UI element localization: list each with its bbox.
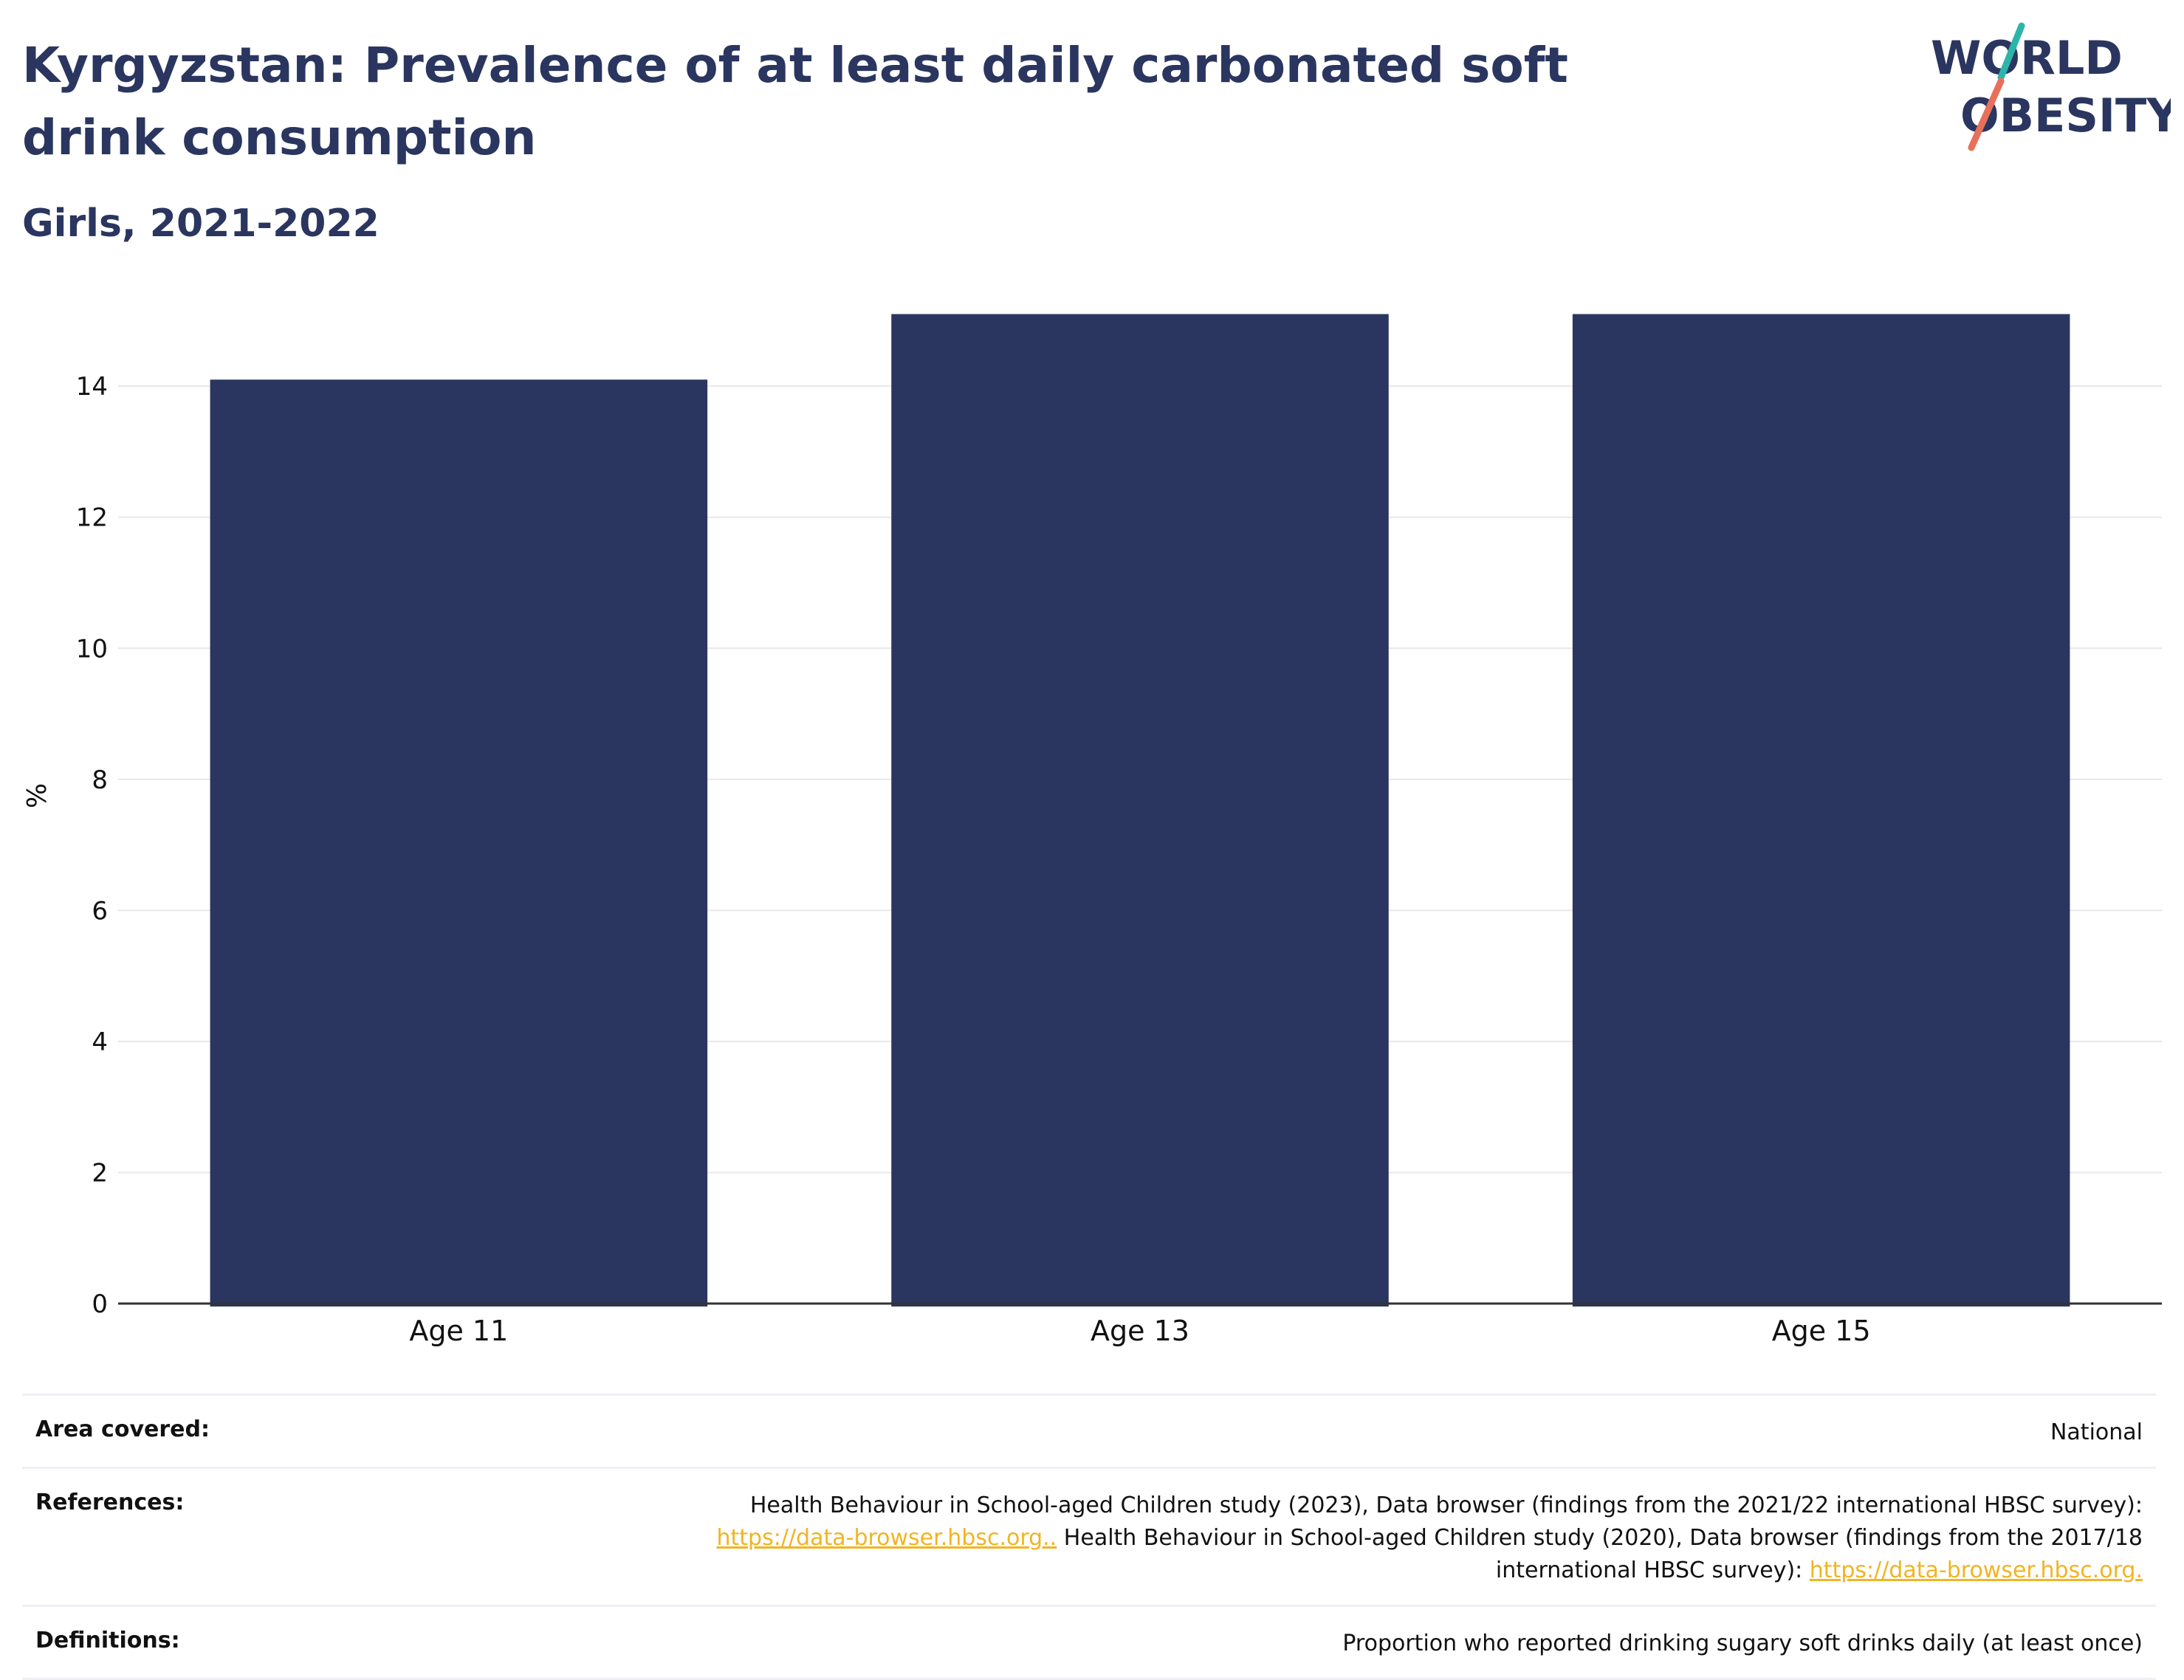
references-text-1: Health Behaviour in School-aged Children…	[749, 1493, 2143, 1518]
definitions-value: Proportion who reported drinking sugary …	[1342, 1631, 2143, 1656]
y-axis-label: %	[22, 783, 52, 808]
references-value: Health Behaviour in School-aged Children…	[607, 1490, 2143, 1587]
references-label: References:	[35, 1490, 185, 1515]
y-tick-label: 4	[92, 1027, 108, 1057]
logo-slash-coral	[1968, 78, 2005, 151]
area-label: Area covered:	[35, 1416, 210, 1442]
logo-slash-teal	[1997, 22, 2025, 81]
x-tick-label: Age 15	[1772, 1315, 1871, 1347]
bar-age-11	[210, 379, 708, 1307]
bar-chart: 0 2 4 6 8 10 12 14 Age 11 Age 13 Age 15 %	[22, 314, 2162, 1347]
bar-age-15	[1572, 314, 2070, 1307]
x-tick-label: Age 11	[409, 1315, 508, 1347]
references-link-2[interactable]: https://data-browser.hbsc.org.	[1809, 1557, 2143, 1583]
y-tick-label: 6	[92, 896, 108, 926]
bar-age-13	[891, 314, 1389, 1307]
references-link-1[interactable]: https://data-browser.hbsc.org..	[716, 1525, 1057, 1551]
area-value: National	[2050, 1419, 2143, 1445]
info-row-references: References: Health Behaviour in School-a…	[22, 1467, 2156, 1605]
y-tick-label: 14	[76, 372, 108, 402]
world-obesity-logo: WORLD OBESITY	[1931, 22, 2171, 151]
y-tick-label: 8	[92, 765, 108, 795]
info-table: Area covered: National References: Healt…	[22, 1394, 2156, 1680]
chart-subtitle: Girls, 2021-2022	[22, 202, 380, 246]
definitions-label: Definitions:	[35, 1628, 180, 1653]
chart-title: Kyrgyzstan: Prevalence of at least daily…	[22, 37, 1568, 166]
y-tick-label: 0	[92, 1290, 108, 1319]
info-row-definitions: Definitions: Proportion who reported dri…	[22, 1605, 2156, 1680]
bars	[210, 314, 2070, 1307]
y-tick-label: 10	[76, 634, 108, 664]
logo-word-world: WORLD	[1931, 31, 2123, 85]
x-tick-labels: Age 11 Age 13 Age 15	[409, 1315, 1870, 1347]
x-tick-label: Age 13	[1091, 1315, 1189, 1347]
references-text-2: Health Behaviour in School-aged Children…	[1057, 1525, 2143, 1583]
y-tick-label: 2	[92, 1158, 108, 1188]
y-tick-labels: 0 2 4 6 8 10 12 14	[76, 372, 108, 1319]
info-row-area: Area covered: National	[22, 1394, 2156, 1467]
y-tick-label: 12	[76, 503, 108, 533]
